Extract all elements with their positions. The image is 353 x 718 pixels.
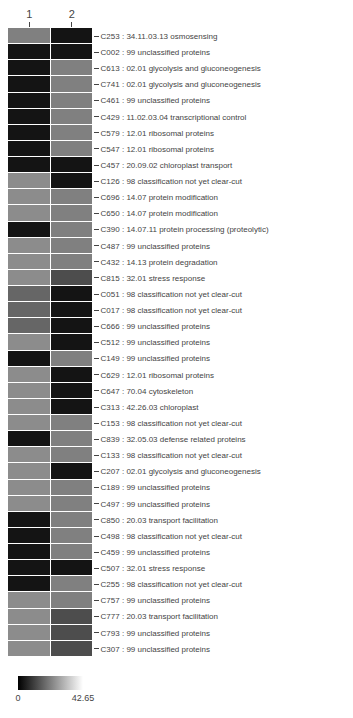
svg-text:C850 : 20.03 transport facilit: C850 : 20.03 transport facilitation — [101, 516, 218, 525]
svg-text:C461 : 99 unclassified protein: C461 : 99 unclassified proteins — [101, 96, 210, 105]
svg-text:C429 : 11.02.03.04 transcripti: C429 : 11.02.03.04 transcriptional contr… — [101, 113, 247, 122]
svg-text:C002 : 99 unclassified protein: C002 : 99 unclassified proteins — [101, 48, 210, 57]
svg-text:C207 : 02.01 glycolysis and gl: C207 : 02.01 glycolysis and gluconeogene… — [101, 467, 261, 476]
svg-text:C793 : 99 unclassified protein: C793 : 99 unclassified proteins — [101, 629, 210, 638]
svg-text:C149 : 99 unclassified protein: C149 : 99 unclassified proteins — [101, 354, 210, 363]
svg-text:C696 : 14.07 protein modificat: C696 : 14.07 protein modification — [101, 193, 218, 202]
svg-text:C017 : 98 classification not y: C017 : 98 classification not yet clear-c… — [101, 306, 243, 315]
svg-text:C498 : 98 classification not y: C498 : 98 classification not yet clear-c… — [101, 532, 243, 541]
svg-text:C253 : 34.11.03.13 osmosensing: C253 : 34.11.03.13 osmosensing — [101, 32, 218, 41]
svg-text:42.65: 42.65 — [72, 693, 95, 703]
svg-text:C741 : 02.01 glycolysis and gl: C741 : 02.01 glycolysis and gluconeogene… — [101, 80, 261, 89]
svg-text:C133 : 98 classification not y: C133 : 98 classification not yet clear-c… — [101, 451, 243, 460]
svg-text:0: 0 — [15, 693, 20, 703]
svg-text:C457 : 20.09.02 chloroplast tr: C457 : 20.09.02 chloroplast transport — [101, 161, 233, 170]
svg-text:C507 : 32.01 stress response: C507 : 32.01 stress response — [101, 564, 206, 573]
svg-text:C512 : 99 unclassified protein: C512 : 99 unclassified proteins — [101, 338, 210, 347]
svg-text:C579 : 12.01 ribosomal protein: C579 : 12.01 ribosomal proteins — [101, 129, 214, 138]
svg-text:C547 : 12.01 ribosomal protein: C547 : 12.01 ribosomal proteins — [101, 145, 214, 154]
svg-text:C255 : 98 classification not y: C255 : 98 classification not yet clear-c… — [101, 580, 243, 589]
svg-text:C153 : 98 classification not y: C153 : 98 classification not yet clear-c… — [101, 419, 243, 428]
svg-text:C432 : 14.13 protein degradati: C432 : 14.13 protein degradation — [101, 258, 218, 267]
svg-text:C613 : 02.01 glycolysis and gl: C613 : 02.01 glycolysis and gluconeogene… — [101, 64, 261, 73]
svg-text:C647 : 70.04 cytoskeleton: C647 : 70.04 cytoskeleton — [101, 387, 194, 396]
svg-text:C313 : 42.26.03 chloroplast: C313 : 42.26.03 chloroplast — [101, 403, 200, 412]
svg-text:C629 : 12.01 ribosomal protein: C629 : 12.01 ribosomal proteins — [101, 371, 214, 380]
svg-text:C459 : 99 unclassified protein: C459 : 99 unclassified proteins — [101, 548, 210, 557]
svg-text:C839 : 32.05.03 defense relate: C839 : 32.05.03 defense related proteins — [101, 435, 246, 444]
svg-text:C757 : 99 unclassified protein: C757 : 99 unclassified proteins — [101, 596, 210, 605]
svg-text:2: 2 — [69, 8, 75, 20]
svg-text:1: 1 — [26, 8, 32, 20]
svg-text:C307 : 99 unclassified protein: C307 : 99 unclassified proteins — [101, 645, 210, 654]
svg-text:C815 : 32.01 stress response: C815 : 32.01 stress response — [101, 274, 206, 283]
svg-text:C777 : 20.03 transport facilit: C777 : 20.03 transport facilitation — [101, 612, 218, 621]
svg-text:C650 : 14.07 protein modificat: C650 : 14.07 protein modification — [101, 209, 218, 218]
svg-text:C487 : 99 unclassified protein: C487 : 99 unclassified proteins — [101, 242, 210, 251]
svg-text:C497 : 99 unclassified protein: C497 : 99 unclassified proteins — [101, 500, 210, 509]
svg-text:C126 : 98 classification not y: C126 : 98 classification not yet clear-c… — [101, 177, 243, 186]
svg-text:C051 : 98 classification not y: C051 : 98 classification not yet clear-c… — [101, 290, 243, 299]
svg-text:C666 : 99 unclassified protein: C666 : 99 unclassified proteins — [101, 322, 210, 331]
svg-text:C189 : 99 unclassified protein: C189 : 99 unclassified proteins — [101, 483, 210, 492]
svg-text:C390 : 14.07.11 protein proces: C390 : 14.07.11 protein processing (prot… — [101, 225, 269, 234]
